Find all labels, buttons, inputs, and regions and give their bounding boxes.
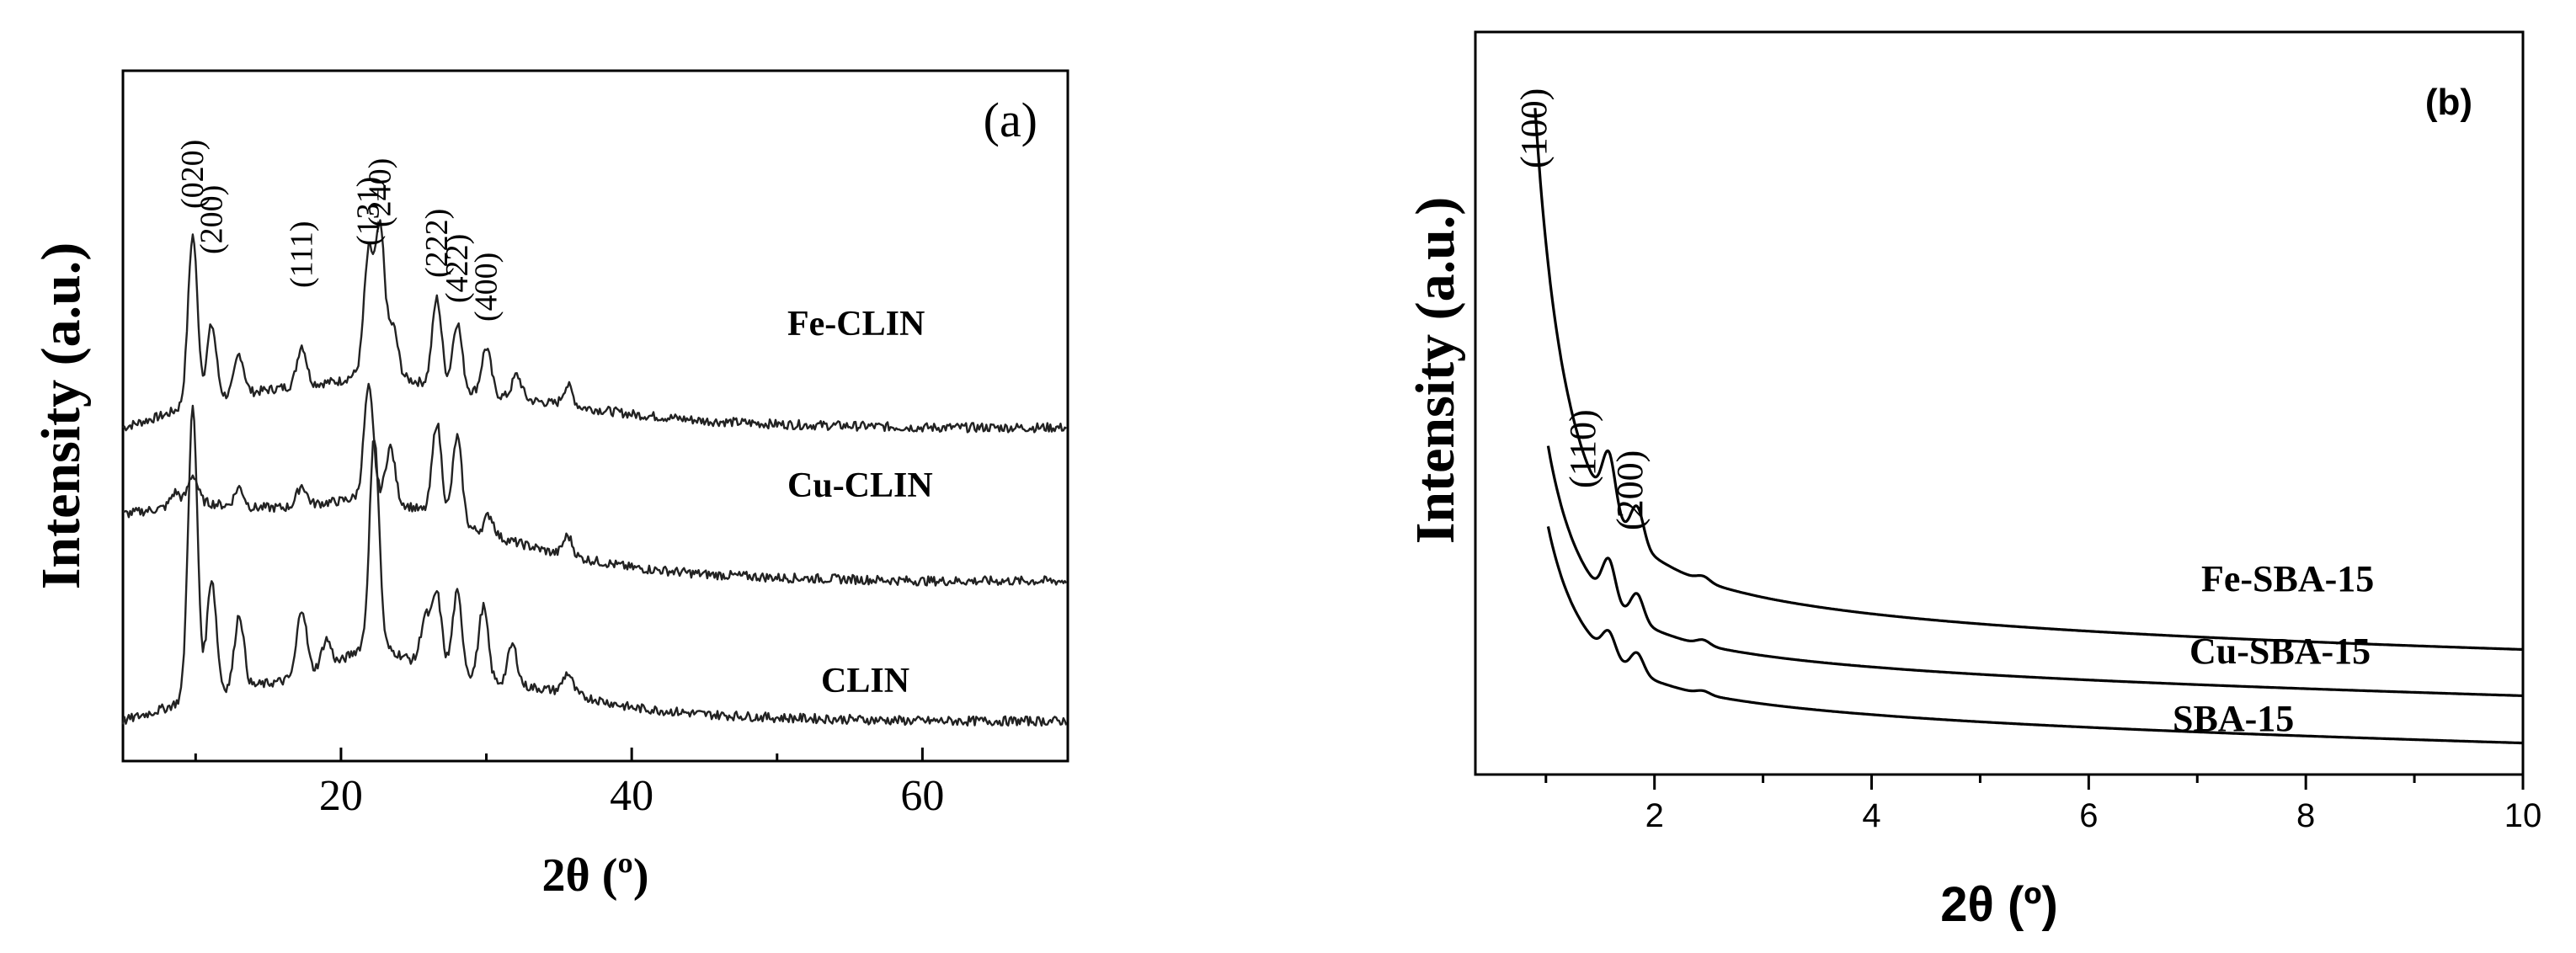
series-line-clin (121, 404, 1068, 727)
panel-a-x-axis-label: 2θ (º) (541, 849, 648, 902)
series-line-cu-sba-15 (1546, 445, 2524, 697)
peak-annotation: (020) (175, 140, 211, 209)
peak-annotation: (222) (419, 209, 455, 278)
panel-a-chart: 20 40 60 (020)(200) (111) (131)(240) (222)(42… (30, 69, 1069, 902)
peak-annotation: (422) (440, 234, 475, 303)
peak-annotation: (100) (1513, 88, 1555, 168)
panel-b-chart: 2 4 6 8 10 (100) (110)(200) Fe-SBA-15 Cu-SBA-1… (1405, 30, 2542, 932)
series-line-fe-clin (122, 219, 1067, 434)
peak-annotation: (200) (1609, 450, 1651, 530)
panel-a-plot-frame (121, 69, 1069, 763)
series-label-fe-clin: Fe-CLIN (787, 305, 925, 343)
series-label-cu-clin: Cu-CLIN (787, 466, 933, 505)
panel-a-x-tick-label: 40 (610, 772, 653, 820)
peak-annotation: (400) (469, 253, 504, 322)
series-label-sba-15: SBA-15 (2173, 698, 2294, 739)
panel-a-x-tick-label: 20 (319, 772, 363, 820)
peak-annotation: (131) (351, 177, 387, 246)
panel-b-x-tick-label: 2 (1645, 797, 1664, 834)
panel-b-x-tick-label: 8 (2296, 797, 2315, 834)
peak-annotation: (111) (284, 221, 319, 289)
panel-b-x-tick-label: 6 (2079, 797, 2098, 834)
series-line-fe-sba-15 (1533, 108, 2524, 652)
panel-a-label: (a) (984, 93, 1037, 147)
peak-annotation: (110) (1562, 409, 1603, 488)
panel-a-y-axis-label: Intensity (a.u.) (30, 242, 92, 590)
series-line-cu-clin (122, 382, 1068, 587)
series-label-cu-sba-15: Cu-SBA-15 (2189, 631, 2371, 672)
panel-b-label: (b) (2425, 82, 2472, 123)
panel-b-x-axis-label: 2θ (º) (1940, 877, 2058, 932)
panel-b-x-tick-label: 10 (2504, 797, 2542, 834)
series-line-sba-15 (1546, 526, 2524, 745)
panel-b-y-axis-label: Intensity (a.u.) (1405, 197, 1466, 545)
peak-annotation: (240) (363, 158, 398, 227)
series-label-fe-sba-15: Fe-SBA-15 (2201, 558, 2374, 599)
panel-a-x-tick-label: 60 (900, 772, 944, 820)
panel-b-x-tick-label: 4 (1862, 797, 1880, 834)
peak-annotation: (200) (194, 185, 229, 254)
series-label-clin: CLIN (821, 662, 909, 700)
panel-b-plot-frame (1474, 30, 2525, 776)
